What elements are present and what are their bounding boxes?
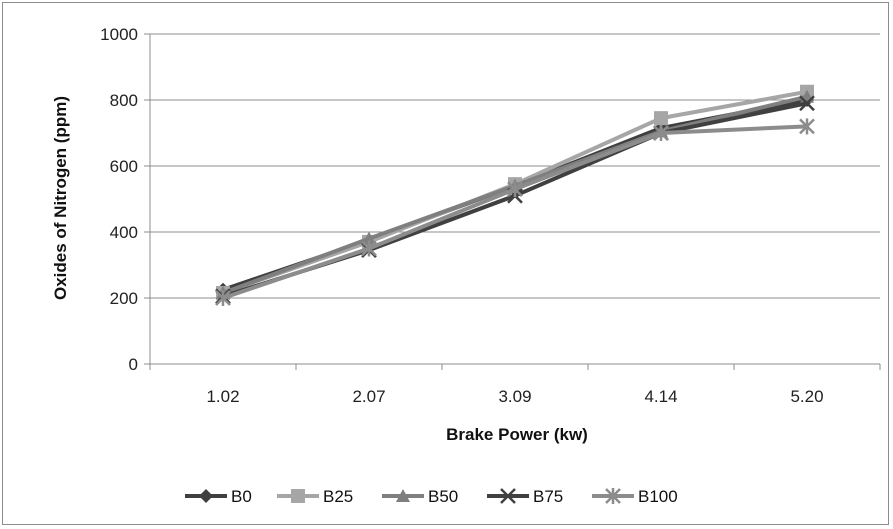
y-tick-label: 600 [110,157,138,176]
legend-item-b0: B0 [185,487,252,506]
series-layer [215,84,815,306]
marker-stroke [799,95,815,112]
marker-stroke [500,488,516,504]
y-tick-label: 1000 [100,25,138,44]
x-tick-label: 4.14 [644,387,677,406]
series-line-b100 [222,124,808,300]
legend-marker [396,489,410,502]
y-tick-label: 0 [129,355,138,374]
data-point-b100 [653,125,669,141]
legend-item-b25: B25 [277,487,353,506]
legend-marker [500,488,516,504]
legend-item-b75: B75 [487,487,563,506]
axis-layer: 0 200 400 600 800 1000 1.02 2.07 3.09 4.14 5.20 [100,25,881,406]
x-tick-label: 5.20 [790,387,823,406]
legend-item-b50: B50 [382,487,458,506]
legend-label: B100 [638,487,678,506]
data-point-b50 [362,231,376,245]
grid-layer [150,33,880,299]
legend-label: B75 [533,487,563,506]
y-axis-title: Oxides of Nitrogen (ppm) [51,96,70,300]
legend-label: B25 [323,487,353,506]
legend-marker [291,489,305,503]
data-point-b100 [361,240,377,257]
data-point-b100 [799,118,815,135]
legend-marker [199,489,213,503]
data-point-b25 [654,111,668,126]
x-axis-title: Brake Power (kw) [446,425,588,444]
y-tick-label: 400 [110,223,138,242]
y-tick-label: 200 [110,289,138,308]
data-point-b100 [215,290,231,306]
x-tick-label: 3.09 [498,387,531,406]
legend-item-b100: B100 [592,487,678,506]
data-point-b100 [507,181,523,198]
x-tick-label: 2.07 [352,387,385,406]
legend-label: B0 [231,487,252,506]
legend: B0 B25 B50 B75 B100 [185,487,678,506]
data-point-b75 [799,95,815,112]
y-tick-label: 800 [110,91,138,110]
x-tick-label: 1.02 [206,387,239,406]
legend-marker [605,488,621,504]
legend-label: B50 [428,487,458,506]
